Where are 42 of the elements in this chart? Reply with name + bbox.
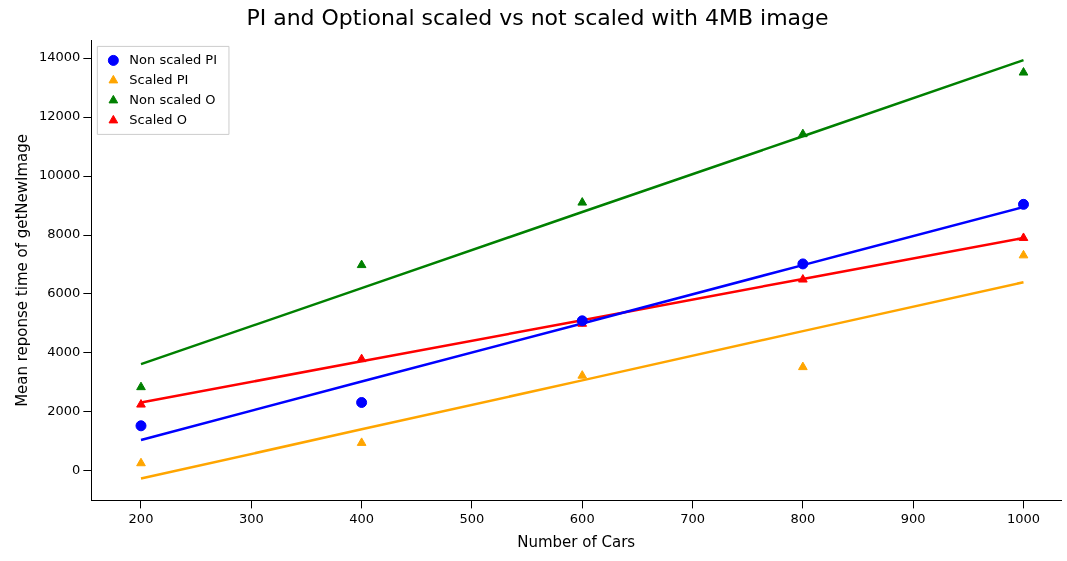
point xyxy=(1018,249,1029,259)
x-tick-label: 600 xyxy=(569,510,595,526)
y-tick-label: 12000 xyxy=(39,108,81,124)
x-tick-label: 200 xyxy=(128,510,154,526)
x-tick-label: 300 xyxy=(238,510,264,526)
y-axis-title: Mean reponse time of getNewImage xyxy=(12,133,31,407)
point xyxy=(1018,232,1029,241)
point xyxy=(136,457,146,467)
y-tick-label: 10000 xyxy=(39,167,81,183)
point xyxy=(135,420,147,432)
x-axis-title: Number of Cars xyxy=(517,532,636,551)
point xyxy=(356,259,367,269)
point xyxy=(136,381,146,391)
point xyxy=(577,370,588,379)
y-tick-label: 0 xyxy=(72,462,81,478)
x-tick-label: 800 xyxy=(790,510,816,526)
point xyxy=(356,353,367,363)
point xyxy=(798,128,808,138)
x-tick-label: 700 xyxy=(680,510,705,526)
legend-label: Scaled PI xyxy=(129,71,189,87)
y-tick-label: 6000 xyxy=(47,285,81,301)
point xyxy=(798,274,808,283)
point xyxy=(577,197,588,206)
point xyxy=(797,258,809,270)
y-tick-label: 8000 xyxy=(47,226,81,242)
x-tick-label: 500 xyxy=(459,510,485,526)
point xyxy=(356,397,368,408)
y-tick-label: 4000 xyxy=(47,344,81,360)
x-tick-label: 900 xyxy=(900,510,926,526)
legend-label: Non scaled PI xyxy=(129,51,217,67)
x-tick-label: 400 xyxy=(349,510,375,526)
y-tick-label: 14000 xyxy=(39,49,81,65)
legend-label: Non scaled O xyxy=(129,91,216,107)
point xyxy=(1018,67,1029,76)
y-tick-label: 2000 xyxy=(47,403,81,419)
point xyxy=(798,361,808,371)
legend-label: Scaled O xyxy=(129,111,187,127)
point xyxy=(136,399,146,408)
point xyxy=(1017,198,1029,210)
point xyxy=(356,437,367,446)
x-tick-label: 1000 xyxy=(1006,510,1041,526)
chart-title: PI and Optional scaled vs not scaled with 4MB image xyxy=(246,4,829,30)
